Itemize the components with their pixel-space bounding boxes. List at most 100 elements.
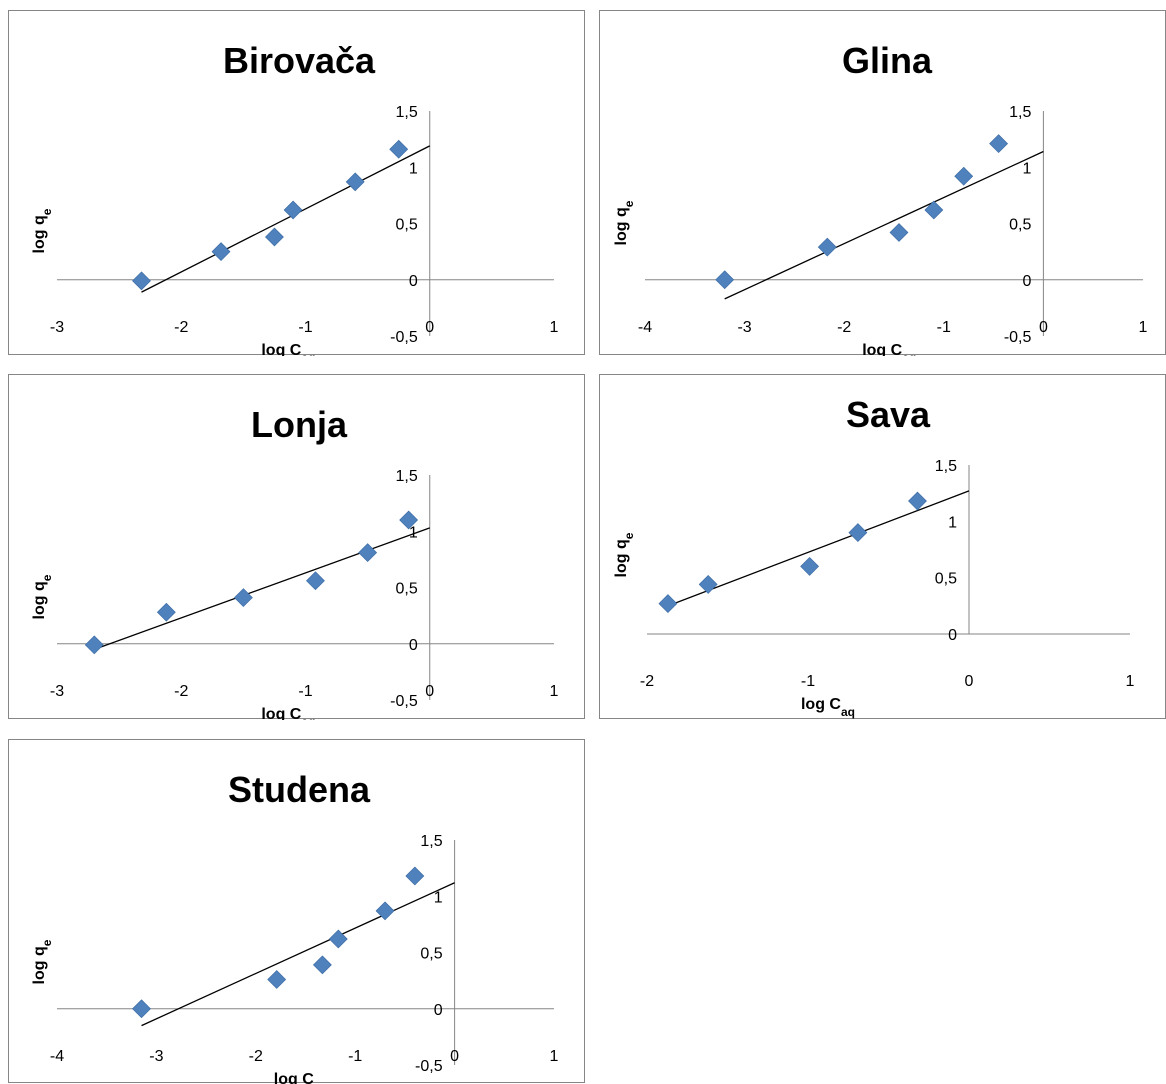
y-axis-label: log qe (31, 208, 54, 253)
x-axis-label: log Caq (274, 1071, 328, 1084)
x-tick-label: -4 (638, 319, 652, 336)
y-tick-label: -0,5 (1004, 329, 1032, 346)
y-axis-label: log qe (613, 200, 636, 245)
data-point (389, 139, 409, 159)
data-point (698, 575, 718, 594)
y-tick-label: 1 (948, 514, 957, 531)
data-point (889, 223, 909, 242)
data-point (908, 491, 927, 511)
x-tick-label: 1 (550, 683, 559, 700)
y-axis-label-main: log q (31, 581, 48, 619)
data-point (132, 999, 151, 1019)
data-point (399, 510, 419, 530)
y-axis-label-sub: e (622, 532, 636, 539)
y-tick-label: 1 (1022, 160, 1031, 177)
x-axis-label: log Caq (801, 696, 855, 719)
data-point (306, 571, 325, 591)
y-axis-label-main: log q (613, 207, 630, 245)
y-tick-label: 0 (948, 627, 957, 644)
x-tick-label: 1 (550, 319, 559, 336)
y-tick-label: 0 (434, 1002, 443, 1019)
chart-title: Studena (228, 769, 371, 810)
x-tick-label: -2 (640, 673, 654, 690)
data-point (312, 955, 332, 975)
y-axis-label: log qe (31, 939, 54, 984)
data-point (267, 970, 287, 989)
x-tick-label: -2 (837, 319, 851, 336)
data-point (233, 588, 253, 608)
x-tick-label: -2 (174, 683, 188, 700)
x-tick-label: -3 (50, 683, 64, 700)
x-tick-label: 1 (1126, 673, 1135, 690)
x-tick-label: 0 (425, 319, 434, 336)
x-axis-label: log Caq (261, 706, 315, 720)
chart-sava: Sava -2 -1 0 1 0 0,5 1 1,5 log Caq log qe (599, 374, 1166, 719)
y-tick-label: 1,5 (396, 468, 418, 485)
chart-title: Sava (846, 394, 931, 435)
chart-svg: Glina -4 -3 -2 -1 0 1 -0,5 0 0,5 1 1,5 log Caq log qe (613, 40, 1148, 356)
data-point (989, 134, 1009, 154)
x-axis-label-sub: aq (314, 1080, 328, 1084)
y-tick-label: 1 (409, 160, 418, 177)
y-tick-label: 1,5 (935, 458, 957, 475)
y-tick-label: 1,5 (396, 104, 418, 121)
data-point (800, 556, 820, 576)
x-tick-label: 1 (550, 1048, 559, 1065)
chart-glina: Glina -4 -3 -2 -1 0 1 -0,5 0 0,5 1 1,5 log Caq log qe (599, 10, 1166, 356)
x-tick-label: 0 (965, 673, 974, 690)
trendline (724, 150, 1044, 300)
y-tick-label: 0,5 (420, 946, 442, 963)
data-point (211, 242, 231, 262)
y-tick-label: -0,5 (415, 1058, 443, 1075)
x-tick-label: -2 (174, 319, 188, 336)
chart-birovaca: Birovača -3 -2 -1 0 1 -0,5 0 0,5 1 1,5 log Caq log q… (8, 10, 585, 356)
x-tick-label: 0 (1039, 319, 1048, 336)
chart-title: Lonja (251, 404, 348, 445)
chart-title: Glina (842, 40, 933, 81)
x-axis-label-main: log C (862, 342, 902, 356)
data-point (345, 172, 365, 192)
y-axis-label: log qe (31, 574, 54, 619)
data-point (848, 523, 868, 543)
y-tick-label: 1,5 (1009, 104, 1031, 121)
y-tick-label: 0 (409, 637, 418, 654)
chart-svg: Lonja -3 -2 -1 0 1 -0,5 0 0,5 1 1,5 log Caq log qe (31, 404, 559, 720)
trendline (141, 145, 431, 293)
y-tick-label: 0 (409, 273, 418, 290)
trendline (667, 490, 970, 607)
y-axis-label-sub: e (40, 939, 54, 946)
y-tick-label: 0 (1022, 273, 1031, 290)
x-tick-label: 1 (1139, 319, 1148, 336)
data-point (658, 594, 678, 614)
x-tick-label: -3 (149, 1048, 163, 1065)
x-tick-label: -3 (737, 319, 751, 336)
y-tick-label: 0,5 (396, 581, 418, 598)
chart-svg: Birovača -3 -2 -1 0 1 -0,5 0 0,5 1 1,5 log Caq log q… (31, 40, 559, 356)
x-axis-label: log Caq (862, 342, 916, 356)
data-point (954, 166, 974, 186)
x-axis-label-sub: aq (841, 705, 855, 719)
y-axis-label-main: log q (613, 539, 630, 577)
trendline (141, 882, 455, 1027)
y-axis-label: log qe (613, 532, 636, 577)
chart-svg: Sava -2 -1 0 1 0 0,5 1 1,5 log Caq log qe (613, 394, 1135, 719)
data-point (358, 543, 378, 563)
y-tick-label: -0,5 (390, 693, 418, 710)
y-tick-label: 1 (409, 524, 418, 541)
x-tick-label: -2 (249, 1048, 263, 1065)
x-axis-label-sub: aq (301, 715, 315, 720)
y-axis-label-main: log q (31, 946, 48, 984)
x-axis-label-main: log C (274, 1071, 314, 1084)
y-axis-label-main: log q (31, 215, 48, 253)
x-axis-label-main: log C (801, 696, 841, 713)
data-point (405, 866, 425, 886)
data-point (375, 901, 395, 921)
x-tick-label: -3 (50, 319, 64, 336)
data-point (265, 227, 284, 247)
trendline (94, 527, 430, 650)
x-axis-label-sub: aq (301, 351, 315, 356)
y-tick-label: 1,5 (420, 833, 442, 850)
x-tick-label: 0 (425, 683, 434, 700)
data-point (924, 200, 944, 220)
